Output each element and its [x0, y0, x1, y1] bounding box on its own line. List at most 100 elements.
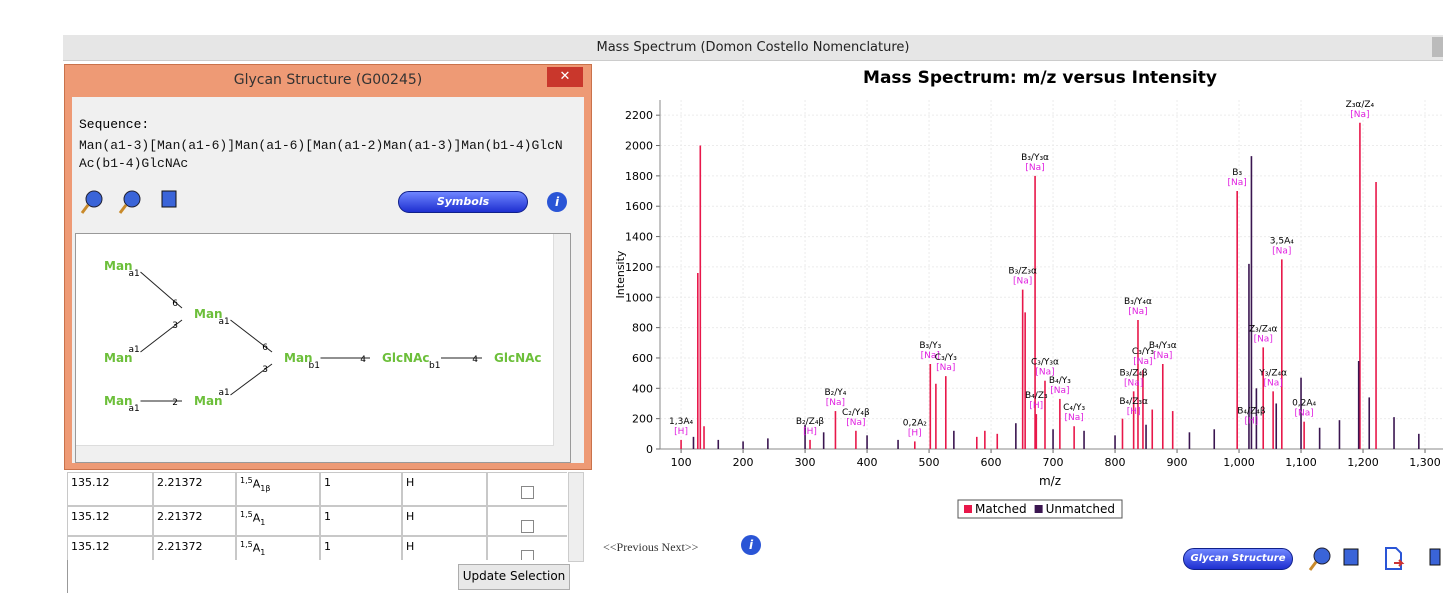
- annotation-label: B₃/Y₃: [919, 341, 941, 351]
- checkbox-cell[interactable]: [487, 472, 567, 506]
- bond-anomer: b1: [429, 361, 440, 371]
- annotation-ion: [Na]: [1133, 357, 1152, 367]
- info-icon[interactable]: i: [740, 534, 764, 558]
- bond-anomer: a1: [219, 388, 230, 398]
- y-tick-label: 1800: [625, 170, 653, 183]
- glycan-bond: [230, 363, 273, 396]
- structure-panel: a1 6 a1 3 a1 6 b1 4 b1 4 a1 3 a1 2 Man Man Man Man GlcNAc G…: [75, 233, 571, 463]
- annotation-ion: [H]: [674, 427, 688, 437]
- annotation-ion: [Na]: [826, 398, 845, 408]
- close-button[interactable]: ✕: [547, 67, 583, 87]
- bond-position: 4: [360, 355, 366, 365]
- bond-position: 6: [262, 343, 268, 353]
- glycan-dialog: Glycan Structure (G00245) ✕ Sequence: Ma…: [64, 64, 592, 470]
- annotation-label: C₃/Y₃: [935, 353, 957, 363]
- monosaccharide: Man: [104, 394, 133, 408]
- x-tick-label: 300: [795, 456, 816, 469]
- x-tick-label: 1,100: [1285, 456, 1317, 469]
- divider: [67, 560, 68, 593]
- bond-anomer: a1: [129, 404, 140, 414]
- annotation-ion: [Na]: [1228, 178, 1247, 188]
- x-tick-label: 1,000: [1223, 456, 1255, 469]
- annotation-ion: [H]: [1127, 407, 1141, 417]
- zoom-in[interactable]: [85, 190, 103, 208]
- annotation-label: B₃: [1232, 168, 1242, 178]
- bond-position: 6: [172, 299, 178, 309]
- chart-tools[interactable]: [1308, 545, 1443, 575]
- fragment-sub: 1: [260, 547, 266, 557]
- checkbox[interactable]: [521, 486, 534, 499]
- monosaccharide: Man: [194, 394, 223, 408]
- y-tick-label: 400: [632, 382, 653, 395]
- x-axis-label: m/z: [1039, 474, 1061, 488]
- annotation-ion: [Na]: [1035, 368, 1054, 378]
- scroll-stub: [1432, 37, 1443, 57]
- nav: <<Previous Next>>: [603, 540, 698, 555]
- zoom-tools[interactable]: [80, 187, 190, 217]
- annotation-ion: [Na]: [1254, 334, 1273, 344]
- fragment-main: A: [252, 477, 261, 491]
- annotation-label: B₃/Z₄β: [1119, 368, 1148, 378]
- y-tick-label: 1000: [625, 291, 653, 304]
- checkbox[interactable]: [521, 550, 534, 560]
- annotation-label: C₃/Y₃α: [1031, 358, 1059, 368]
- x-tick-label: 600: [981, 456, 1002, 469]
- annotation-ion: [Na]: [1272, 246, 1291, 256]
- bond-position: 2: [172, 398, 178, 408]
- annotation-ion: [Na]: [846, 418, 865, 428]
- x-tick-label: 200: [733, 456, 754, 469]
- bond-anomer: a1: [129, 345, 140, 355]
- table-cell: 1: [320, 536, 402, 560]
- legend-label: Matched: [975, 502, 1027, 516]
- table-cell: 135.12: [67, 506, 153, 536]
- monosaccharide: Man: [104, 351, 133, 365]
- annotation-label: Y₃/Z₄α: [1258, 368, 1287, 378]
- annotation-ion: [Na]: [1294, 409, 1313, 419]
- next-link[interactable]: Next>>: [661, 540, 699, 554]
- table-cell: H: [402, 506, 487, 536]
- bond-position: 3: [262, 365, 268, 375]
- table-scrollbar[interactable]: [568, 472, 584, 562]
- y-tick-label: 1400: [625, 231, 653, 244]
- annotation-ion: [H]: [1245, 416, 1259, 426]
- y-tick-label: 0: [646, 443, 653, 456]
- fragment-main: A: [252, 541, 261, 555]
- annotation-label: C₃/Y₃: [1132, 347, 1154, 357]
- fit[interactable]: [161, 190, 177, 208]
- bond-anomer: b1: [309, 361, 320, 371]
- table-cell: 1,5A1β: [236, 472, 320, 506]
- bond-position: 3: [172, 321, 178, 331]
- previous-link[interactable]: <<Previous: [603, 540, 659, 554]
- annotation-ion: [Na]: [1153, 351, 1172, 361]
- table-cell: H: [402, 472, 487, 506]
- table-cell: 2.21372: [153, 472, 236, 506]
- annotation-ion: [Na]: [921, 351, 940, 361]
- annotation-ion: [Na]: [1263, 378, 1282, 388]
- x-tick-label: 500: [919, 456, 940, 469]
- zoom-out[interactable]: [123, 190, 141, 208]
- table-cell: 1,5A1: [236, 536, 320, 560]
- annotation-label: B₂/Z₄β: [796, 417, 825, 427]
- glycan-structure-button[interactable]: Glycan Structure: [1183, 548, 1293, 570]
- v-scrollbar[interactable]: [553, 234, 570, 462]
- checkbox[interactable]: [521, 520, 534, 533]
- annotation-ion: [Na]: [936, 363, 955, 373]
- symbols-button[interactable]: Symbols: [398, 191, 528, 213]
- checkbox-cell[interactable]: [487, 506, 567, 536]
- fragment-sub: 1β: [260, 483, 271, 493]
- table-cell: 2.21372: [153, 536, 236, 560]
- y-tick-label: 200: [632, 413, 653, 426]
- annotation-ion: [Na]: [1124, 378, 1143, 388]
- annotation-ion: [Na]: [1050, 386, 1069, 396]
- annotation-label: Z₃/Z₄α: [1249, 324, 1278, 334]
- h-scrollbar[interactable]: [76, 445, 554, 462]
- checkbox-cell[interactable]: [487, 536, 567, 560]
- y-tick-label: 800: [632, 322, 653, 335]
- annotation-ion: [Na]: [1128, 307, 1147, 317]
- annotation-label: 1,3A₄: [669, 417, 693, 427]
- structure-diagram: a1 6 a1 3 a1 6 b1 4 b1 4 a1 3 a1 2 Man Man Man Man GlcNAc G…: [104, 259, 542, 414]
- update-button[interactable]: Update Selection: [458, 564, 570, 590]
- info-icon[interactable]: i: [546, 191, 570, 215]
- annotation-label: Z₃α/Z₄: [1346, 100, 1375, 110]
